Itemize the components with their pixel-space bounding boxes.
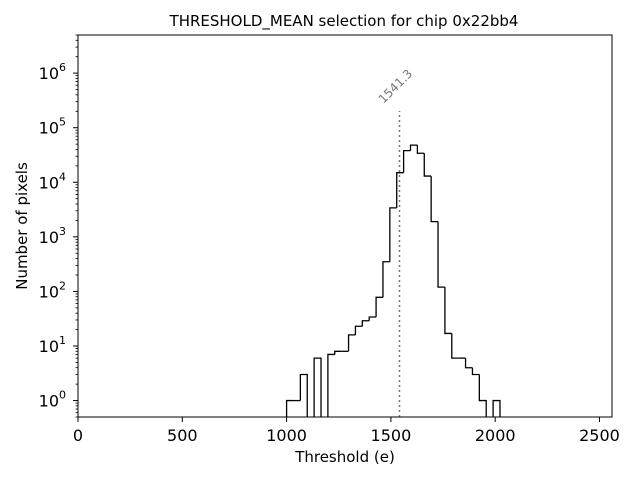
mean-value-label: 1541.3 <box>376 67 416 107</box>
histogram-bar <box>464 358 473 369</box>
histogram-bar <box>492 399 501 417</box>
histogram-bar <box>478 374 487 417</box>
histogram-layer <box>285 144 501 417</box>
histogram-bar <box>409 144 418 151</box>
x-tick-label: 2000 <box>475 426 516 445</box>
histogram-bar <box>313 357 322 417</box>
y-tick-label: 105 <box>39 116 66 138</box>
x-tick-label: 0 <box>73 426 83 445</box>
y-axis-label: Number of pixels <box>13 162 31 290</box>
histogram-bar <box>299 373 308 417</box>
histogram-bar <box>389 207 397 262</box>
y-axis-ticks: 100 101 102 103 104 105 106 <box>39 34 78 418</box>
x-tick-label: 1000 <box>266 426 307 445</box>
histogram-bar <box>430 176 439 223</box>
histogram-bar <box>285 399 294 417</box>
x-tick-label: 2500 <box>579 426 620 445</box>
y-tick-label: 101 <box>39 334 66 356</box>
y-tick-label: 106 <box>39 61 66 83</box>
histogram-bar <box>423 153 432 177</box>
histogram-bar <box>368 316 377 321</box>
y-tick-label: 102 <box>39 279 66 301</box>
histogram-bar <box>416 145 425 154</box>
histogram-bar <box>382 261 390 298</box>
histogram-bar <box>334 350 342 355</box>
x-tick-label: 500 <box>167 426 198 445</box>
histogram-bar <box>444 287 452 335</box>
y-tick-label: 103 <box>39 225 66 247</box>
mean-annotation: 1541.3 <box>376 67 416 417</box>
histogram-bar <box>347 334 356 352</box>
x-axis-label: Threshold (e) <box>294 448 395 466</box>
histogram-bar <box>437 221 445 288</box>
histogram-bar <box>402 149 411 173</box>
histogram-bar <box>451 333 459 359</box>
histogram-bar <box>354 325 363 335</box>
x-tick-label: 1500 <box>371 426 412 445</box>
histogram-bar <box>396 172 404 208</box>
chart-title: THRESHOLD_MEAN selection for chip 0x22bb… <box>169 12 519 31</box>
histogram-bar <box>361 320 370 327</box>
y-tick-label: 104 <box>39 170 66 192</box>
x-axis-ticks: 0 500 1000 1500 2000 2500 <box>73 417 620 445</box>
plot-frame <box>77 34 613 418</box>
histogram-bar <box>327 353 335 417</box>
histogram-bar <box>375 296 383 317</box>
y-tick-label: 100 <box>39 389 66 411</box>
histogram-bar <box>471 367 480 376</box>
